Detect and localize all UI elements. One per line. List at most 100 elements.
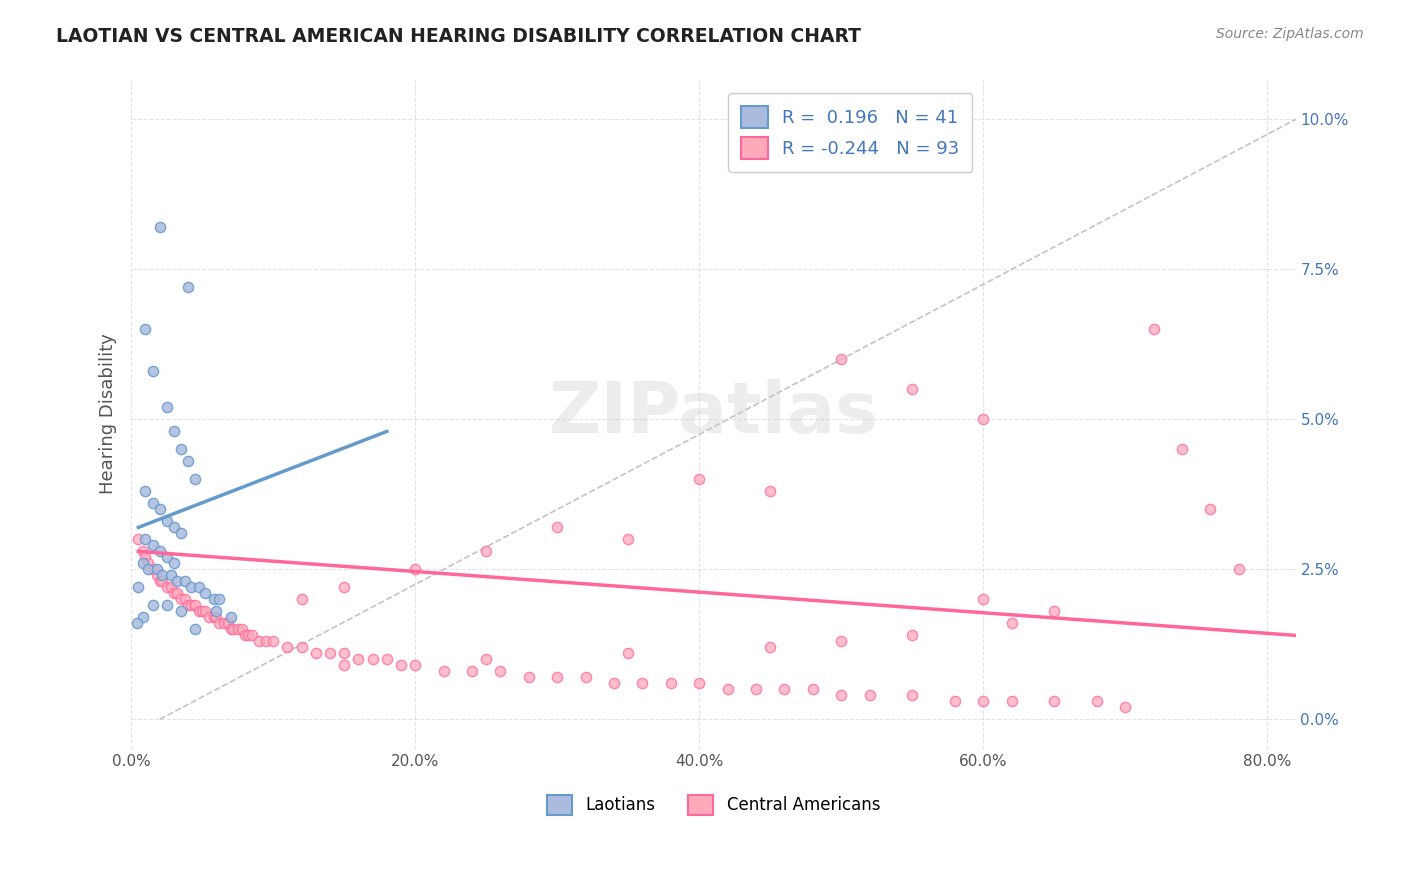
- Point: [226, 623, 249, 637]
- Point: [205, 610, 228, 624]
- Point: [156, 515, 179, 529]
- Point: [333, 581, 356, 595]
- Point: [433, 665, 456, 679]
- Point: [191, 604, 214, 618]
- Point: [901, 383, 924, 397]
- Point: [184, 599, 207, 613]
- Point: [759, 640, 782, 655]
- Point: [156, 401, 179, 415]
- Point: [170, 442, 193, 457]
- Point: [136, 562, 159, 576]
- Point: [972, 412, 994, 426]
- Point: [184, 623, 207, 637]
- Point: [603, 676, 626, 690]
- Point: [1000, 694, 1022, 708]
- Point: [333, 658, 356, 673]
- Point: [489, 665, 512, 679]
- Point: [901, 689, 924, 703]
- Point: [361, 652, 384, 666]
- Point: [134, 484, 156, 499]
- Point: [170, 604, 193, 618]
- Point: [745, 682, 768, 697]
- Point: [617, 647, 640, 661]
- Point: [759, 484, 782, 499]
- Point: [166, 574, 188, 589]
- Point: [156, 550, 179, 565]
- Point: [276, 640, 298, 655]
- Point: [149, 220, 172, 235]
- Point: [127, 533, 149, 547]
- Point: [149, 502, 172, 516]
- Point: [163, 586, 186, 600]
- Legend: Laotians, Central Americans: Laotians, Central Americans: [540, 788, 887, 822]
- Point: [347, 652, 370, 666]
- Point: [688, 676, 710, 690]
- Point: [141, 599, 163, 613]
- Point: [1043, 694, 1066, 708]
- Point: [972, 592, 994, 607]
- Point: [205, 604, 228, 618]
- Point: [233, 628, 256, 642]
- Point: [131, 544, 153, 558]
- Point: [212, 616, 235, 631]
- Point: [184, 472, 207, 486]
- Point: [1142, 322, 1164, 336]
- Point: [830, 689, 852, 703]
- Point: [219, 610, 242, 624]
- Point: [217, 616, 239, 631]
- Point: [1000, 616, 1022, 631]
- Y-axis label: Hearing Disability: Hearing Disability: [100, 333, 117, 494]
- Point: [202, 592, 225, 607]
- Point: [141, 496, 163, 510]
- Point: [901, 628, 924, 642]
- Point: [149, 574, 172, 589]
- Point: [236, 628, 259, 642]
- Point: [141, 562, 163, 576]
- Point: [262, 634, 284, 648]
- Point: [517, 670, 540, 684]
- Point: [180, 581, 202, 595]
- Point: [188, 581, 211, 595]
- Point: [163, 425, 186, 439]
- Point: [156, 581, 179, 595]
- Text: Source: ZipAtlas.com: Source: ZipAtlas.com: [1216, 27, 1364, 41]
- Point: [972, 694, 994, 708]
- Point: [134, 550, 156, 565]
- Point: [125, 616, 148, 631]
- Point: [208, 616, 231, 631]
- Point: [305, 647, 328, 661]
- Point: [375, 652, 398, 666]
- Point: [136, 557, 159, 571]
- Point: [240, 628, 263, 642]
- Point: [156, 599, 179, 613]
- Point: [475, 544, 498, 558]
- Point: [254, 634, 277, 648]
- Point: [198, 610, 221, 624]
- Point: [160, 568, 183, 582]
- Point: [152, 568, 174, 582]
- Point: [546, 670, 568, 684]
- Point: [475, 652, 498, 666]
- Point: [830, 352, 852, 367]
- Text: ZIPatlas: ZIPatlas: [548, 379, 879, 448]
- Point: [1114, 700, 1136, 714]
- Point: [141, 364, 163, 378]
- Point: [1043, 604, 1066, 618]
- Point: [291, 640, 314, 655]
- Point: [127, 581, 149, 595]
- Point: [231, 623, 253, 637]
- Point: [152, 574, 174, 589]
- Point: [174, 592, 197, 607]
- Point: [291, 592, 314, 607]
- Point: [830, 634, 852, 648]
- Point: [202, 610, 225, 624]
- Point: [163, 557, 186, 571]
- Point: [131, 610, 153, 624]
- Point: [461, 665, 484, 679]
- Point: [389, 658, 412, 673]
- Point: [333, 647, 356, 661]
- Text: LAOTIAN VS CENTRAL AMERICAN HEARING DISABILITY CORRELATION CHART: LAOTIAN VS CENTRAL AMERICAN HEARING DISA…: [56, 27, 862, 45]
- Point: [617, 533, 640, 547]
- Point: [174, 574, 197, 589]
- Point: [160, 581, 183, 595]
